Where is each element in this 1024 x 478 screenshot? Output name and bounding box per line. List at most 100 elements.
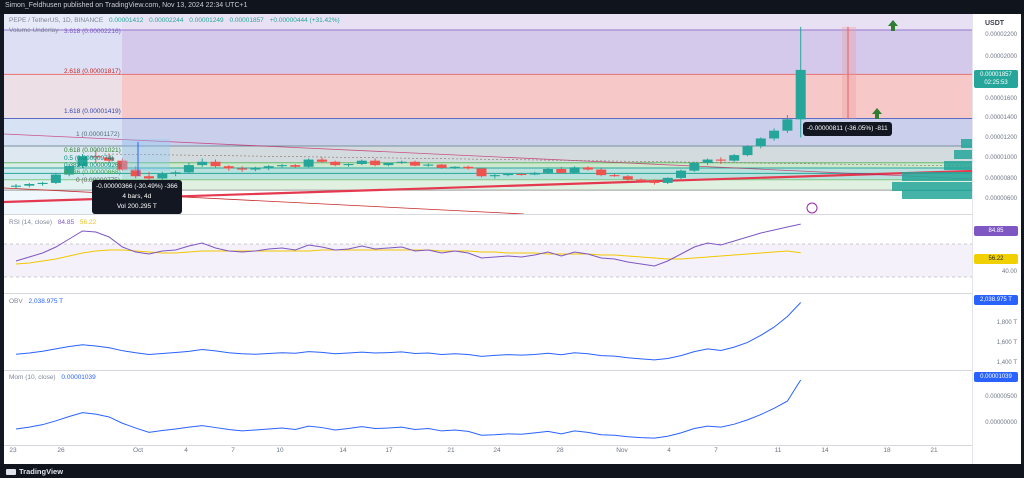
time-tick: 21 bbox=[930, 447, 938, 454]
time-tick: 7 bbox=[231, 447, 235, 454]
candle-body bbox=[769, 130, 780, 139]
rsi-legend-ma-value: 56.22 bbox=[79, 219, 97, 226]
rsi-badge: 84.85 bbox=[974, 226, 1018, 236]
price-tick: 0.00001000 bbox=[985, 155, 1017, 161]
candle-body bbox=[250, 168, 261, 170]
candle-body bbox=[636, 179, 647, 182]
candle-body bbox=[237, 168, 248, 170]
candle-body bbox=[170, 172, 181, 174]
footer-bar: TradingView bbox=[0, 464, 1024, 478]
fib-zone-top bbox=[4, 14, 972, 30]
time-tick: 14 bbox=[339, 447, 347, 454]
rsi-legend[interactable]: RSI (14, close) 84.85 56.22 bbox=[9, 219, 96, 226]
obv-pane-separator[interactable] bbox=[4, 370, 972, 371]
candle-body bbox=[742, 146, 753, 156]
candle-body bbox=[463, 166, 474, 169]
obv-legend-label: OBV bbox=[9, 298, 23, 305]
candle-body bbox=[423, 164, 434, 166]
candle-body bbox=[755, 138, 766, 147]
candle-body bbox=[77, 156, 88, 167]
measure-left-volume: Vol 200.295 T bbox=[116, 203, 157, 210]
fib-label-0236: 0.236 (0.00000868) bbox=[64, 169, 121, 176]
lower-trendline bbox=[4, 187, 525, 215]
candle-body bbox=[157, 174, 168, 179]
candle-body bbox=[183, 165, 194, 173]
candle-body bbox=[64, 166, 75, 175]
candle-body bbox=[330, 161, 341, 166]
ohlc-open: 0.00001412 bbox=[108, 17, 144, 24]
fib-label-1: 1 (0.00001172) bbox=[76, 131, 120, 138]
candle-body bbox=[90, 156, 101, 158]
price-axis[interactable]: USDT 0.00002200 0.00002000 0.00001857 02… bbox=[972, 14, 1021, 464]
fib-label-05: 0.5 (0.00000974) bbox=[64, 155, 114, 162]
measure-left-change: -0.00000366 (-30.49%) -366 bbox=[96, 183, 178, 190]
measure-tooltip-left[interactable]: -0.00000366 (-30.49%) -366 4 bars, 4d Vo… bbox=[92, 180, 182, 214]
candle-body bbox=[702, 159, 713, 163]
volume-legend[interactable]: Volume Underlay bbox=[9, 27, 59, 34]
candle-body bbox=[104, 157, 115, 161]
dotted-trendline bbox=[103, 153, 972, 167]
ohlc-change: +0.00000444 (+31.42%) bbox=[269, 17, 340, 24]
obv-legend-value: 2,038.975 T bbox=[28, 298, 64, 305]
candle-body bbox=[622, 176, 633, 180]
candle-body bbox=[383, 162, 394, 166]
candle-body bbox=[649, 181, 660, 183]
candle-body bbox=[489, 175, 500, 177]
time-tick: Nov bbox=[616, 447, 628, 454]
volume-profile-bar bbox=[944, 161, 972, 170]
candle-body bbox=[715, 159, 726, 161]
fib-zone bbox=[4, 162, 972, 168]
volume-profile-bar bbox=[902, 190, 972, 199]
mom-pane-separator[interactable] bbox=[4, 445, 972, 446]
resistance-trendline bbox=[4, 133, 972, 180]
price-pane-separator[interactable] bbox=[4, 214, 972, 215]
candle-body bbox=[290, 165, 301, 167]
fib-zone bbox=[4, 74, 972, 119]
price-tick: 0.00002000 bbox=[985, 54, 1017, 60]
event-marker-icon bbox=[806, 202, 818, 214]
mom-legend[interactable]: Mom (10, close) 0.00001039 bbox=[9, 374, 96, 381]
price-tick: 0.00000600 bbox=[985, 196, 1017, 202]
measure-box-right bbox=[842, 26, 856, 119]
price-tick: 0.00000800 bbox=[985, 176, 1017, 182]
tradingview-logo[interactable]: TradingView bbox=[6, 467, 63, 476]
candle-body bbox=[24, 184, 35, 186]
symbol-legend: PEPE / TetherUS, 1D, BINANCE bbox=[9, 17, 104, 24]
time-tick: 23 bbox=[9, 447, 17, 454]
rsi-tick: 40.00 bbox=[1001, 269, 1017, 275]
rsi-ma-badge: 56.22 bbox=[974, 254, 1018, 264]
obv-tick: 1,600 T bbox=[996, 340, 1017, 346]
candle-body bbox=[782, 119, 793, 131]
candle-body bbox=[11, 185, 21, 187]
candle-body bbox=[569, 167, 580, 173]
price-legend[interactable]: PEPE / TetherUS, 1D, BINANCE 0.00001412 … bbox=[9, 17, 340, 24]
fib-label-0382: 0.382 (0.00000926) bbox=[64, 162, 121, 169]
up-arrow-icon bbox=[872, 108, 882, 119]
last-price: 0.00001857 bbox=[980, 72, 1012, 78]
candle-body bbox=[476, 168, 487, 177]
candle-body bbox=[144, 176, 154, 179]
measure-right-change: -0.00000811 (-36.05%) -811 bbox=[807, 125, 888, 132]
rsi-band bbox=[4, 244, 972, 277]
time-tick: 28 bbox=[556, 447, 564, 454]
time-tick: 24 bbox=[493, 447, 501, 454]
fib-label-3618: 3.618 (0.00002216) bbox=[64, 28, 121, 35]
rsi-pane-separator[interactable] bbox=[4, 293, 972, 294]
obv-legend[interactable]: OBV 2,038.975 T bbox=[9, 298, 63, 305]
candle-body bbox=[370, 160, 381, 166]
brand-name: TradingView bbox=[19, 467, 64, 476]
price-tick: 0.00001200 bbox=[985, 135, 1017, 141]
time-tick: 4 bbox=[184, 447, 188, 454]
candle-body bbox=[130, 169, 141, 177]
volume-profile-bar bbox=[902, 172, 972, 181]
ohlc-low: 0.00001249 bbox=[189, 17, 224, 24]
time-tick: 10 bbox=[276, 447, 284, 454]
candle-body bbox=[197, 161, 208, 166]
candle-body bbox=[343, 164, 354, 166]
momentum-line bbox=[15, 379, 802, 439]
measure-tooltip-right[interactable]: -0.00000811 (-36.05%) -811 bbox=[803, 122, 892, 136]
ohlc-high: 0.00002244 bbox=[149, 17, 184, 24]
candle-body bbox=[662, 177, 673, 183]
candle-body bbox=[210, 161, 221, 167]
chart-canvas[interactable] bbox=[4, 14, 972, 464]
